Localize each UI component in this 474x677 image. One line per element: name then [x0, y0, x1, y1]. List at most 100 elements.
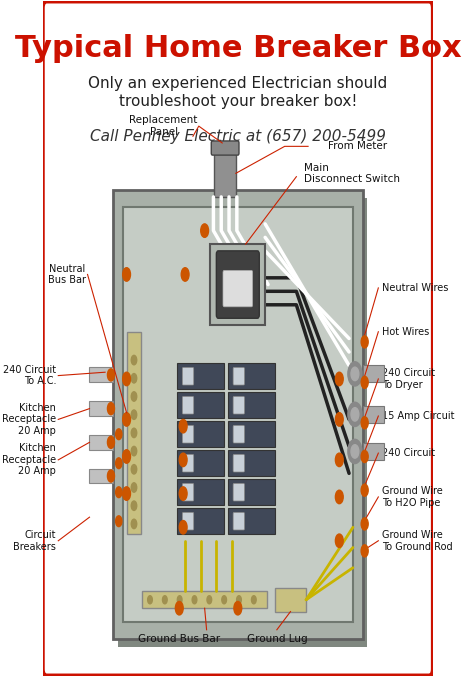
Circle shape [131, 501, 137, 510]
FancyBboxPatch shape [90, 401, 113, 416]
FancyBboxPatch shape [182, 425, 194, 443]
Circle shape [237, 596, 241, 604]
Circle shape [336, 490, 343, 504]
FancyBboxPatch shape [228, 393, 275, 418]
Circle shape [348, 402, 362, 427]
Circle shape [351, 367, 359, 380]
Circle shape [351, 445, 359, 458]
FancyBboxPatch shape [90, 368, 113, 383]
Circle shape [131, 392, 137, 401]
Text: Ground Wire
To Ground Rod: Ground Wire To Ground Rod [382, 530, 453, 552]
FancyBboxPatch shape [275, 588, 306, 611]
FancyBboxPatch shape [43, 1, 433, 676]
Circle shape [163, 596, 167, 604]
Circle shape [123, 267, 130, 281]
Text: Circuit
Breakers: Circuit Breakers [13, 530, 56, 552]
Circle shape [361, 450, 368, 462]
Circle shape [181, 267, 189, 281]
Text: Hot Wires: Hot Wires [382, 327, 429, 336]
Text: Main
Disconnect Switch: Main Disconnect Switch [304, 162, 400, 184]
Circle shape [131, 519, 137, 529]
Text: 240 Circuit: 240 Circuit [382, 448, 435, 458]
Text: Ground Bus Bar: Ground Bus Bar [138, 634, 220, 644]
Circle shape [108, 436, 115, 448]
FancyBboxPatch shape [228, 479, 275, 505]
FancyBboxPatch shape [211, 141, 239, 155]
Circle shape [361, 417, 368, 429]
Circle shape [336, 534, 343, 548]
FancyBboxPatch shape [182, 512, 194, 530]
Circle shape [348, 362, 362, 386]
Circle shape [148, 596, 152, 604]
Circle shape [123, 372, 130, 386]
Circle shape [179, 487, 187, 500]
FancyBboxPatch shape [90, 435, 113, 450]
FancyBboxPatch shape [228, 364, 275, 389]
Circle shape [336, 453, 343, 466]
Circle shape [179, 453, 187, 466]
Text: Typical Home Breaker Box: Typical Home Breaker Box [15, 34, 461, 63]
Circle shape [179, 420, 187, 433]
FancyBboxPatch shape [177, 393, 224, 418]
FancyBboxPatch shape [233, 483, 245, 501]
Circle shape [361, 484, 368, 496]
Text: Neutral
Bus Bar: Neutral Bus Bar [47, 263, 86, 285]
Text: From Meter: From Meter [328, 141, 387, 152]
Circle shape [116, 516, 122, 527]
Circle shape [361, 518, 368, 530]
Text: Call Penney Electric at (657) 200-5499: Call Penney Electric at (657) 200-5499 [90, 129, 386, 144]
Circle shape [116, 458, 122, 468]
FancyBboxPatch shape [233, 368, 245, 385]
FancyBboxPatch shape [233, 512, 245, 530]
FancyBboxPatch shape [177, 479, 224, 505]
Circle shape [131, 464, 137, 474]
Circle shape [131, 483, 137, 492]
Circle shape [108, 403, 115, 415]
Circle shape [131, 374, 137, 383]
Circle shape [252, 596, 256, 604]
Circle shape [192, 596, 197, 604]
FancyBboxPatch shape [233, 454, 245, 472]
Circle shape [131, 428, 137, 437]
FancyBboxPatch shape [177, 364, 224, 389]
FancyBboxPatch shape [216, 251, 259, 318]
Text: 15 Amp Circuit: 15 Amp Circuit [382, 411, 455, 421]
FancyBboxPatch shape [113, 190, 363, 638]
FancyBboxPatch shape [177, 421, 224, 447]
Circle shape [131, 355, 137, 365]
FancyBboxPatch shape [142, 591, 267, 608]
Circle shape [234, 601, 242, 615]
FancyBboxPatch shape [123, 207, 353, 621]
FancyBboxPatch shape [118, 198, 367, 647]
Circle shape [108, 470, 115, 482]
FancyBboxPatch shape [210, 244, 265, 325]
Text: Replacement
Panel: Replacement Panel [129, 115, 198, 137]
FancyBboxPatch shape [182, 483, 194, 501]
Circle shape [123, 450, 130, 463]
Circle shape [131, 410, 137, 420]
FancyBboxPatch shape [177, 508, 224, 534]
FancyBboxPatch shape [90, 468, 113, 483]
FancyBboxPatch shape [363, 406, 384, 422]
Circle shape [179, 521, 187, 534]
Text: 240 Circuit
To A.C.: 240 Circuit To A.C. [3, 365, 56, 387]
FancyBboxPatch shape [127, 332, 141, 534]
Circle shape [131, 446, 137, 456]
FancyBboxPatch shape [223, 270, 253, 307]
Text: Kitchen
Receptacle
20 Amp: Kitchen Receptacle 20 Amp [2, 443, 56, 477]
Circle shape [361, 545, 368, 557]
FancyBboxPatch shape [228, 508, 275, 534]
FancyBboxPatch shape [182, 454, 194, 472]
FancyBboxPatch shape [182, 368, 194, 385]
FancyBboxPatch shape [363, 443, 384, 460]
FancyBboxPatch shape [182, 397, 194, 414]
Circle shape [177, 596, 182, 604]
Circle shape [222, 596, 227, 604]
Circle shape [175, 601, 183, 615]
Text: Ground Wire
To H2O Pipe: Ground Wire To H2O Pipe [382, 486, 443, 508]
Circle shape [336, 413, 343, 426]
FancyBboxPatch shape [177, 450, 224, 476]
Circle shape [351, 408, 359, 421]
Text: Ground Lug: Ground Lug [246, 634, 307, 644]
FancyBboxPatch shape [233, 425, 245, 443]
